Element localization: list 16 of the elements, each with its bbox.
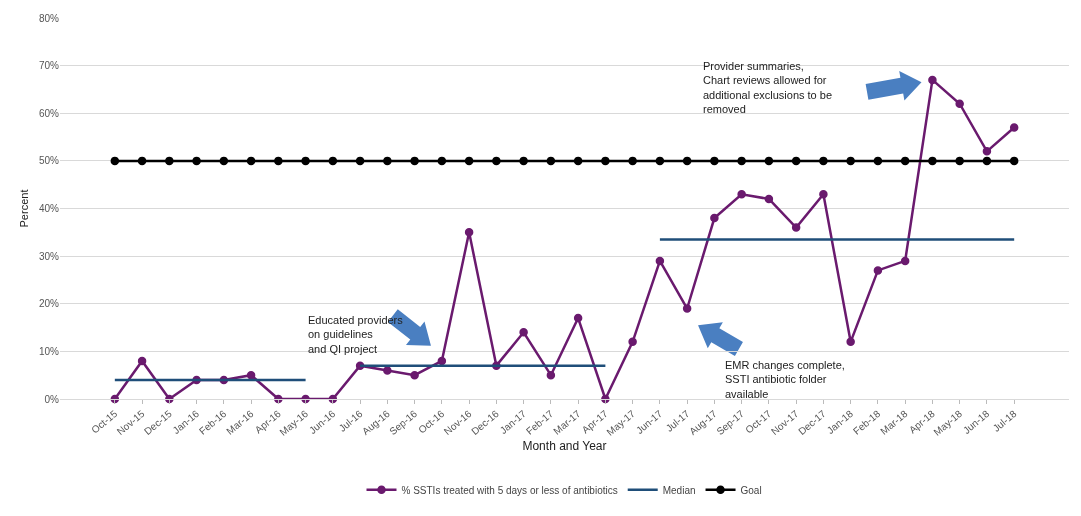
y-axis-title: Percent [18,189,30,228]
legend-label: Median [662,484,696,496]
y-tick-label: 30% [38,250,60,262]
y-tick-label: 80% [38,12,60,24]
y-tick-label: 10% [38,345,60,357]
legend-label: % SSTIs treated with 5 days or less of antibiotics [401,484,618,496]
y-tick-label: 70% [38,60,60,72]
y-tick-label: 0% [44,393,60,405]
legend-label: Goal [740,484,762,496]
x-axis-title: Month and Year [522,438,607,453]
annotation: Provider summaries, Chart reviews allowed for additional exclusions to be removed [703,60,833,115]
y-tick-label: 60% [38,107,60,119]
annotation: EMR changes complete, SSTI antibiotic folder available [725,359,845,400]
y-tick-label: 50% [38,155,60,167]
y-tick-label: 20% [38,298,60,310]
y-tick-label: 40% [38,203,60,214]
